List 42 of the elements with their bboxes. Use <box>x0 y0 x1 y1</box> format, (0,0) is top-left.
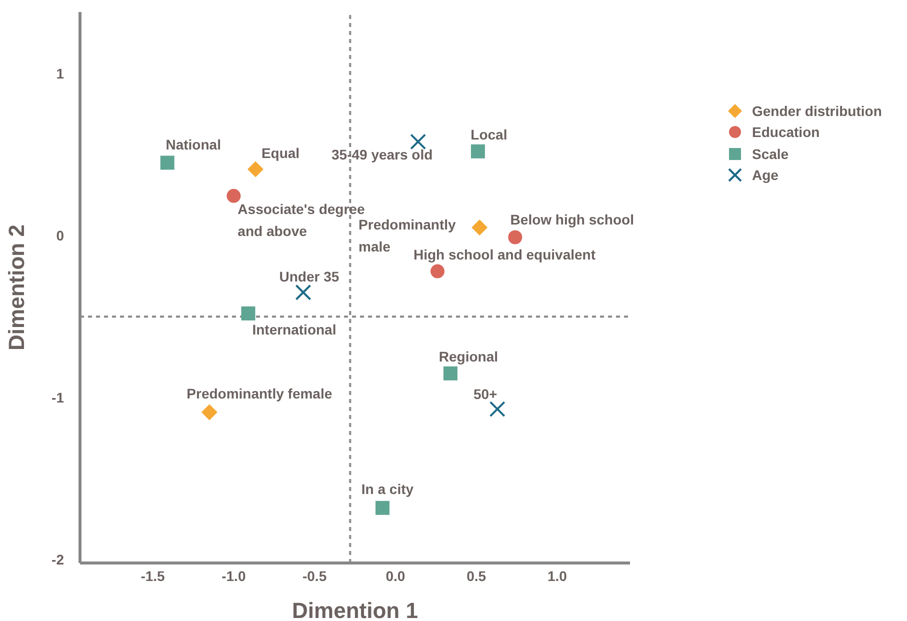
annotation: Equal <box>261 145 300 162</box>
y-tick-label: 0 <box>56 228 64 244</box>
legend-label: Age <box>752 167 778 184</box>
x-axis-title: Dimention 1 <box>292 598 418 621</box>
annotation: Under 35 <box>279 268 340 284</box>
annotation: Regional <box>438 348 498 364</box>
y-axis-title: Dimention 2 <box>4 224 29 350</box>
annotation: International <box>252 321 336 338</box>
annotation: In a city <box>361 480 414 497</box>
annotation: High school and equivalent <box>413 246 596 262</box>
y-tick-label: 1 <box>56 66 64 82</box>
point <box>241 306 256 320</box>
point <box>443 366 458 380</box>
x-tick-label: -1.5 <box>140 568 166 584</box>
point <box>160 156 174 170</box>
legend-label: Scale <box>752 146 789 162</box>
point <box>489 401 506 418</box>
legend-label: Gender distribution <box>752 102 882 119</box>
annotation: National <box>166 136 221 153</box>
x-tick-label: 1.0 <box>547 568 568 584</box>
x-tick-label: -0.5 <box>302 568 327 584</box>
y-tick-label: -1 <box>52 390 64 406</box>
point <box>472 220 488 236</box>
annotation: 50+ <box>473 386 498 402</box>
point <box>201 404 218 420</box>
annotation: Local <box>470 126 508 142</box>
point <box>470 144 485 158</box>
y-tick-label: -2 <box>52 552 64 568</box>
point <box>226 188 241 203</box>
x-tick-label: 0.0 <box>386 568 406 584</box>
point <box>508 230 522 244</box>
x-tick-label: 0.5 <box>466 568 486 584</box>
annotation: Predominantly female <box>186 385 332 402</box>
point <box>430 264 444 278</box>
point <box>376 500 390 515</box>
legend-label: Education <box>752 124 820 140</box>
point <box>410 134 426 150</box>
point <box>248 161 264 178</box>
annotation: Below high school <box>510 211 634 228</box>
point <box>295 284 312 300</box>
x-tick-label: -1.0 <box>222 568 246 584</box>
annotation: 35-49 years old <box>332 146 433 163</box>
